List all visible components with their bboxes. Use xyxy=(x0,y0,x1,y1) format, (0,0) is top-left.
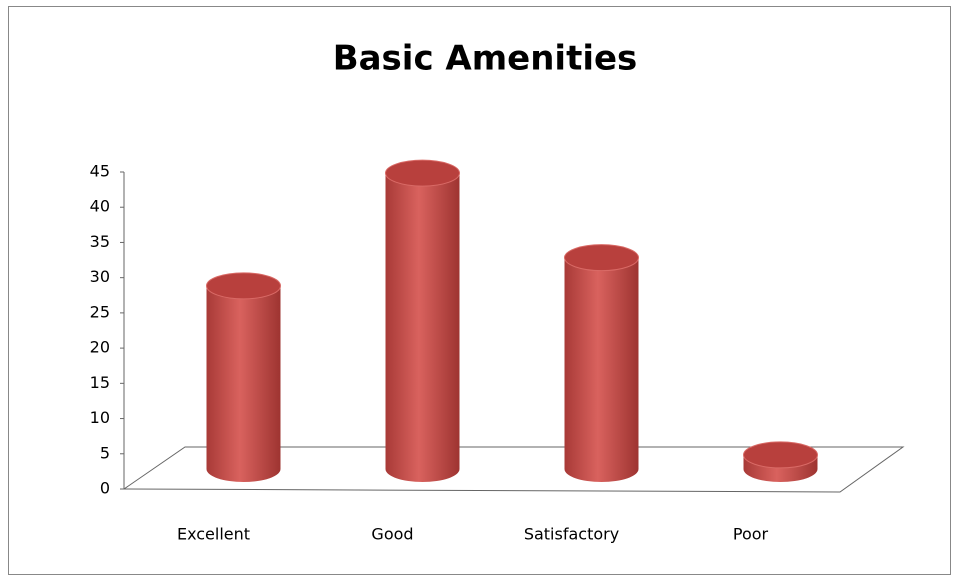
floor xyxy=(122,446,905,493)
y-tick-label: 5 xyxy=(100,443,110,462)
y-tick-label: 10 xyxy=(90,408,110,427)
y-tick-label: 20 xyxy=(90,338,110,357)
y-tick-label: 25 xyxy=(90,302,110,321)
chart-title: Basic Amenities xyxy=(333,39,638,79)
cylinder-body xyxy=(564,257,639,482)
y-tick-label: 30 xyxy=(90,267,110,286)
y-tick-label: 0 xyxy=(100,479,110,498)
x-tick-label: Satisfactory xyxy=(524,525,619,544)
bar xyxy=(206,272,281,482)
x-tick-label: Excellent xyxy=(177,525,250,544)
y-tick-label: 40 xyxy=(90,197,110,216)
y-tick-label: 45 xyxy=(90,162,110,181)
bar xyxy=(385,159,460,482)
y-tick-label: 15 xyxy=(90,373,110,392)
cylinder-top xyxy=(743,441,818,469)
cylinder-top xyxy=(206,272,281,300)
cylinder-body xyxy=(385,173,460,482)
x-tick-label: Good xyxy=(371,525,413,544)
cylinder-top xyxy=(385,159,460,187)
bar xyxy=(743,441,818,482)
cylinder-top xyxy=(564,244,639,272)
cylinder-body xyxy=(206,285,281,482)
x-tick-label: Poor xyxy=(733,525,769,544)
y-tick-label: 35 xyxy=(90,232,110,251)
bar xyxy=(564,244,639,482)
